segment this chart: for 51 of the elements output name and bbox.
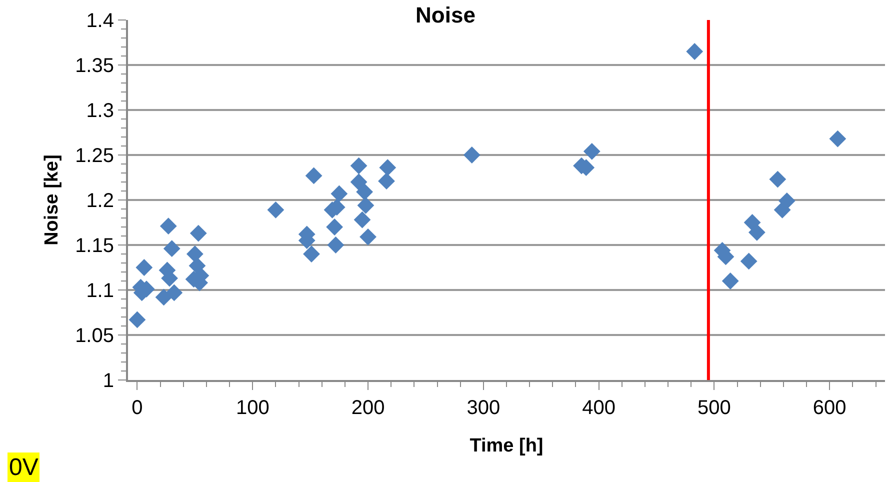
point bbox=[163, 240, 180, 258]
chart-title: Noise bbox=[416, 2, 476, 28]
point bbox=[748, 224, 766, 241]
x-axis-title: Time [h] bbox=[470, 435, 544, 456]
point bbox=[686, 43, 704, 60]
y-tick-label: 1.15 bbox=[75, 235, 114, 257]
y-tick-label: 1.35 bbox=[75, 55, 114, 77]
point bbox=[350, 174, 368, 190]
x-tick-label: 200 bbox=[351, 397, 385, 419]
x-tick-label: 500 bbox=[698, 397, 731, 419]
x-tick-label: 100 bbox=[236, 397, 270, 419]
point bbox=[330, 185, 348, 202]
point bbox=[186, 246, 204, 262]
point bbox=[190, 224, 207, 242]
y-tick-label: 1.05 bbox=[75, 325, 114, 347]
point bbox=[378, 172, 395, 190]
point bbox=[357, 196, 374, 214]
y-tick-label: 1.4 bbox=[86, 10, 114, 32]
point bbox=[356, 183, 374, 200]
point bbox=[305, 167, 322, 184]
point bbox=[379, 159, 396, 176]
y-tick-label: 1.25 bbox=[75, 145, 114, 167]
y-tick-label: 1.2 bbox=[86, 190, 114, 212]
point bbox=[740, 252, 758, 270]
point bbox=[327, 236, 344, 254]
point bbox=[303, 246, 320, 262]
y-tick-label: 1.1 bbox=[86, 280, 114, 302]
point bbox=[769, 170, 786, 188]
point bbox=[350, 157, 368, 174]
y-tick-label: 1 bbox=[102, 370, 114, 392]
point bbox=[829, 130, 846, 148]
point bbox=[354, 211, 371, 228]
x-tick-label: 400 bbox=[582, 397, 616, 419]
x-tick-label: 600 bbox=[812, 397, 846, 419]
point bbox=[160, 218, 177, 235]
point bbox=[326, 218, 344, 236]
point bbox=[136, 259, 153, 276]
point bbox=[583, 142, 600, 160]
point bbox=[155, 288, 172, 306]
point bbox=[166, 284, 183, 302]
point bbox=[267, 201, 284, 218]
y-axis-title: Noise [ke] bbox=[41, 154, 62, 246]
x-tick-label: 300 bbox=[466, 397, 500, 419]
text: 0V bbox=[9, 454, 38, 481]
point bbox=[360, 228, 376, 246]
point bbox=[778, 192, 796, 210]
x-tick-label: 0 bbox=[132, 397, 143, 419]
point bbox=[722, 272, 739, 290]
point bbox=[463, 146, 480, 164]
y-tick-label: 1.3 bbox=[86, 100, 114, 122]
point bbox=[128, 311, 146, 328]
